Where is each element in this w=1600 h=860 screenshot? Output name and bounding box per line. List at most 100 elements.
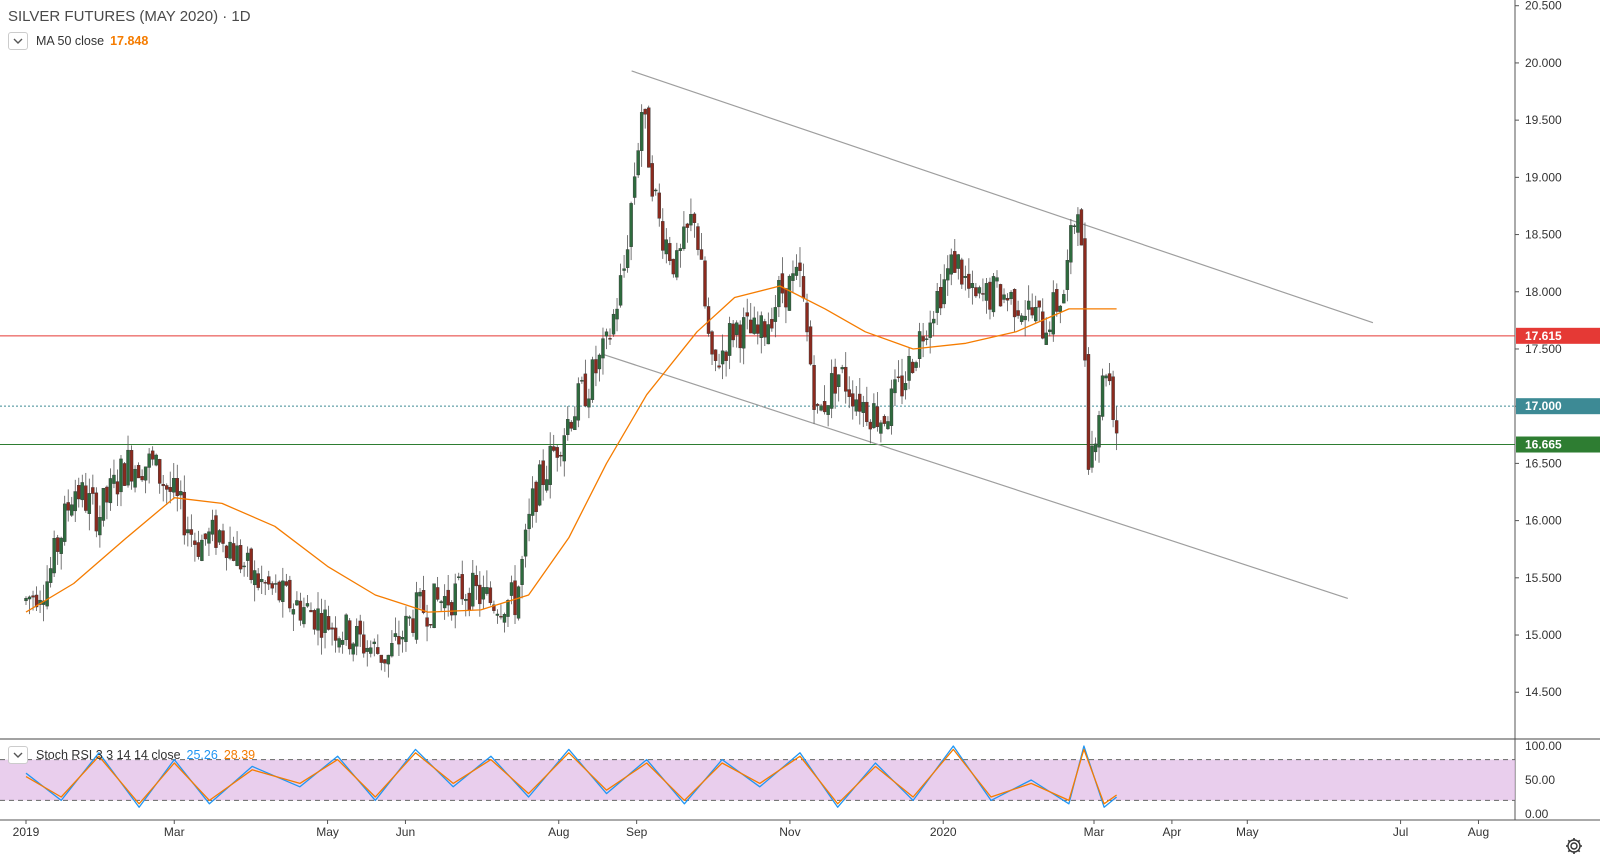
candle: [1009, 292, 1013, 300]
candle: [150, 450, 155, 460]
candle: [48, 568, 53, 583]
candle: [685, 223, 690, 228]
candle: [400, 637, 405, 640]
candle: [583, 373, 588, 407]
candle: [703, 260, 707, 307]
candle: [154, 454, 158, 466]
candle: [108, 478, 113, 504]
stoch-collapse-button[interactable]: [8, 746, 28, 764]
candle: [70, 504, 74, 516]
candle: [362, 634, 366, 654]
candle: [784, 288, 788, 308]
candle: [590, 359, 595, 400]
candle: [650, 163, 654, 197]
candle: [931, 318, 936, 324]
time-tick-label: Nov: [779, 825, 800, 839]
candle: [414, 592, 419, 640]
candle: [288, 579, 292, 609]
stoch-label: Stoch RSI 3 3 14 14 close: [36, 748, 181, 762]
ma-legend: MA 50 close 17.848: [8, 32, 148, 50]
candle: [822, 401, 827, 413]
candle: [896, 376, 901, 379]
candle: [302, 607, 306, 625]
candle: [495, 613, 500, 616]
candle: [214, 515, 218, 548]
trend-line[interactable]: [603, 354, 1348, 599]
candle: [559, 455, 563, 457]
price-tick-label: 15.000: [1525, 628, 1562, 642]
candle: [756, 324, 760, 334]
candle: [31, 595, 35, 598]
candle: [974, 287, 978, 297]
candle: [527, 513, 531, 530]
candle: [675, 250, 679, 278]
candle: [812, 365, 816, 410]
time-tick-label: Aug: [548, 825, 569, 839]
candle: [467, 592, 471, 612]
candle: [636, 150, 640, 176]
candle: [186, 529, 190, 534]
candle: [418, 591, 422, 597]
candle: [960, 259, 964, 285]
candle: [720, 350, 725, 365]
candle: [678, 248, 683, 251]
price-tick-label: 20.000: [1525, 56, 1562, 70]
candle: [94, 492, 99, 532]
price-tick-label: 17.500: [1525, 342, 1562, 356]
candle: [544, 479, 549, 491]
price-tick-label: 18.000: [1525, 285, 1562, 299]
candle: [140, 476, 144, 481]
candle: [622, 268, 626, 271]
candle: [910, 361, 915, 374]
candle: [618, 275, 623, 306]
candle: [777, 280, 781, 308]
candle: [615, 308, 619, 320]
candle: [608, 338, 612, 340]
candle: [66, 502, 70, 511]
price-tick-label: 14.500: [1525, 685, 1562, 699]
candle: [390, 643, 394, 657]
candle: [492, 604, 496, 611]
candle: [699, 249, 704, 260]
candle: [921, 336, 925, 342]
candle: [260, 579, 264, 583]
settings-gear-icon[interactable]: [1564, 836, 1584, 856]
candle: [397, 635, 401, 645]
candle: [844, 366, 848, 392]
candle: [875, 406, 880, 428]
candle: [710, 331, 714, 355]
candle: [1012, 289, 1017, 318]
candle: [1093, 443, 1098, 453]
candle: [411, 618, 415, 633]
candle: [946, 268, 950, 281]
time-tick-label: May: [1236, 825, 1259, 839]
candle: [988, 281, 992, 310]
candle: [741, 317, 746, 349]
candle: [207, 531, 211, 544]
candle: [228, 541, 232, 559]
candle: [998, 284, 1003, 307]
candle: [235, 545, 239, 566]
candle: [1026, 300, 1031, 310]
ma-collapse-button[interactable]: [8, 32, 28, 50]
candle: [221, 530, 225, 544]
candle: [534, 481, 538, 513]
candle: [872, 403, 876, 428]
stoch-k-line: [25, 745, 1118, 808]
candle: [826, 405, 830, 415]
candle: [267, 576, 271, 585]
candle: [1041, 311, 1045, 339]
candle: [179, 491, 183, 496]
price-label-text: 16.665: [1525, 438, 1562, 452]
candle: [752, 317, 756, 334]
candle: [780, 273, 785, 294]
candle: [629, 203, 633, 247]
candle: [80, 482, 84, 501]
trend-line[interactable]: [631, 70, 1374, 324]
candle: [305, 603, 310, 607]
candle: [488, 587, 493, 604]
candle: [428, 624, 433, 626]
candle: [661, 221, 665, 251]
candle: [1107, 373, 1112, 382]
